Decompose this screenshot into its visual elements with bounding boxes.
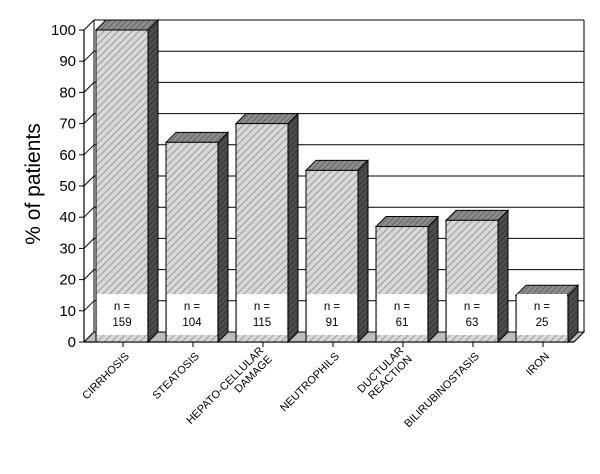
- n-box: [167, 294, 217, 335]
- n-prefix-label: n =: [254, 301, 271, 313]
- y-tick-label: 0: [68, 334, 76, 351]
- wall-connector: [83, 82, 95, 93]
- plot-area: 0 10 20 30 40 50 60 70 80 90 100 n = 159 CIRRHOSIS n =…: [51, 18, 586, 430]
- n-value-label: 115: [253, 317, 271, 329]
- y-tick-label: 80: [59, 84, 76, 101]
- bar-steatosis: n = 104: [164, 131, 230, 344]
- bar-side: [497, 209, 509, 344]
- n-prefix-label: n =: [324, 301, 341, 313]
- bar-side: [147, 18, 159, 344]
- n-prefix-label: n =: [464, 301, 481, 313]
- bar-neutrophils: n = 91: [304, 159, 370, 344]
- bar-side: [217, 131, 229, 344]
- n-prefix-label: n =: [114, 301, 131, 313]
- x-tick-label: BILIRUBINOSTASIS: [402, 350, 482, 430]
- y-tick-label: 50: [59, 178, 76, 195]
- n-prefix-label: n =: [184, 301, 201, 313]
- bar-top: [514, 284, 580, 296]
- y-tick-label: 100: [51, 22, 76, 39]
- wall-connector: [83, 50, 95, 62]
- n-value-label: 61: [396, 317, 409, 329]
- y-tick-label: 90: [59, 53, 76, 70]
- bar-cirrhosis: n = 159: [94, 18, 160, 344]
- n-value-label: 91: [326, 317, 339, 329]
- y-tick-label: 70: [59, 116, 76, 133]
- y-tick-label: 60: [59, 147, 76, 164]
- n-box: [447, 294, 497, 335]
- y-tick-label: 30: [59, 240, 76, 257]
- x-tick-label: DUCTULARREACTION: [355, 345, 414, 404]
- x-tick-label: IRON: [524, 350, 552, 378]
- y-tick-label: 20: [59, 272, 76, 289]
- y-tick-label: 10: [59, 303, 76, 320]
- x-tick-label: NEUTROPHILS: [278, 350, 342, 414]
- wall-connector: [83, 300, 95, 312]
- n-value-label: 159: [112, 317, 131, 329]
- wall-connector: [83, 206, 95, 218]
- bar-top: [234, 113, 300, 125]
- wall-connector: [83, 113, 95, 124]
- wall-connector: [83, 175, 95, 187]
- bar-top: [374, 216, 440, 228]
- wall-connector: [83, 19, 95, 31]
- bar-top: [444, 209, 510, 221]
- n-box: [97, 294, 147, 335]
- wall-connector: [83, 238, 95, 249]
- y-axis-label: % of patients: [22, 123, 45, 244]
- bar-side: [287, 112, 299, 344]
- n-value-label: 104: [182, 317, 202, 329]
- n-box: [307, 294, 357, 335]
- bar-iron: n = 25: [514, 283, 580, 344]
- n-prefix-label: n =: [534, 301, 551, 313]
- n-value-label: 63: [466, 317, 479, 329]
- n-box: [517, 294, 567, 335]
- bar-top: [164, 131, 230, 143]
- n-box: [237, 294, 287, 335]
- n-value-label: 25: [536, 317, 549, 329]
- bar-side: [427, 215, 439, 344]
- bar-front: [95, 29, 149, 343]
- wall-connector: [83, 144, 95, 156]
- x-tick-label: CIRRHOSIS: [80, 350, 132, 402]
- bar-top: [304, 159, 370, 171]
- bar-ductular-reaction: n = 61: [374, 215, 440, 344]
- x-tick-label: STEATOSIS: [151, 350, 202, 401]
- n-box: [377, 294, 427, 335]
- bar-side: [357, 159, 369, 344]
- wall-connector: [83, 269, 95, 280]
- n-prefix-label: n =: [394, 301, 411, 313]
- y-tick-label: 40: [59, 209, 76, 226]
- bar-bilirubinostasis: n = 63: [444, 209, 510, 344]
- bar-top: [94, 19, 160, 31]
- bar-hepato-cellular-damage: n = 115: [234, 112, 300, 344]
